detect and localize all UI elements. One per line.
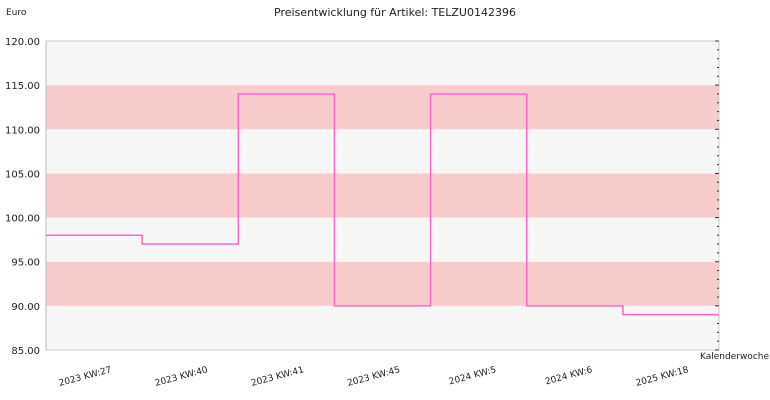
x-tick-label: 2025 KW:18 [635, 365, 690, 389]
background-bands [46, 41, 719, 350]
chart-title: Preisentwicklung für Artikel: TELZU01423… [274, 6, 516, 19]
y-tick-label: 85.00 [11, 346, 40, 357]
y-tick-labels: 85.00 90.00 95.00 100.00 105.00 110.00 115.00 1… [5, 37, 40, 357]
band-5 [46, 85, 719, 130]
series-lines [46, 93, 719, 316]
band-6 [46, 41, 719, 86]
y-tick-label: 120.00 [5, 37, 40, 48]
y-tick-label: 95.00 [11, 258, 40, 269]
y-tick-label: 110.00 [5, 125, 40, 136]
y-tick-label: 115.00 [5, 81, 40, 92]
x-tick-label: 2023 KW:27 [58, 365, 113, 389]
y-tick-label: 105.00 [5, 169, 40, 180]
x-axis-label: Kalenderwoche [700, 352, 769, 362]
band-1 [46, 261, 719, 306]
band-3 [46, 173, 719, 218]
band-4 [46, 129, 719, 174]
band-2 [46, 217, 719, 262]
y-tick-label: 90.00 [11, 302, 40, 313]
x-tick-label: 2023 KW:40 [154, 365, 209, 389]
x-tick-label: 2023 KW:45 [346, 365, 401, 389]
y-axis-label: Euro [6, 8, 27, 18]
x-tick-label: 2023 KW:41 [250, 365, 305, 389]
plot-frame [45, 40, 720, 351]
band-0 [46, 305, 719, 350]
right-minor-ticks [715, 40, 719, 351]
y-tick-label: 100.00 [5, 214, 40, 225]
series-line-0 [46, 93, 719, 316]
x-tick-labels: 2023 KW:27 2023 KW:40 2023 KW:41 2023 KW:45… [58, 365, 690, 389]
x-tick-label: 2024 KW:6 [544, 365, 594, 387]
x-tick-label: 2024 KW:5 [448, 365, 497, 387]
